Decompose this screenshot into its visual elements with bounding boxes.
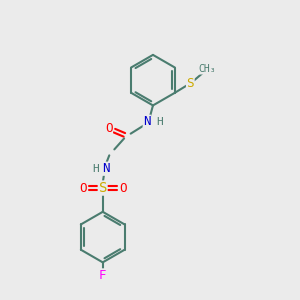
Text: H: H: [156, 117, 163, 127]
Text: N: N: [102, 162, 110, 175]
Text: H: H: [92, 164, 99, 174]
Text: N: N: [143, 115, 151, 128]
Text: S: S: [187, 77, 194, 90]
Text: F: F: [99, 269, 106, 282]
Text: O: O: [105, 122, 112, 134]
Text: O: O: [119, 182, 126, 194]
Text: O: O: [79, 182, 87, 194]
Text: S: S: [99, 181, 107, 195]
Text: CH₃: CH₃: [198, 64, 216, 74]
